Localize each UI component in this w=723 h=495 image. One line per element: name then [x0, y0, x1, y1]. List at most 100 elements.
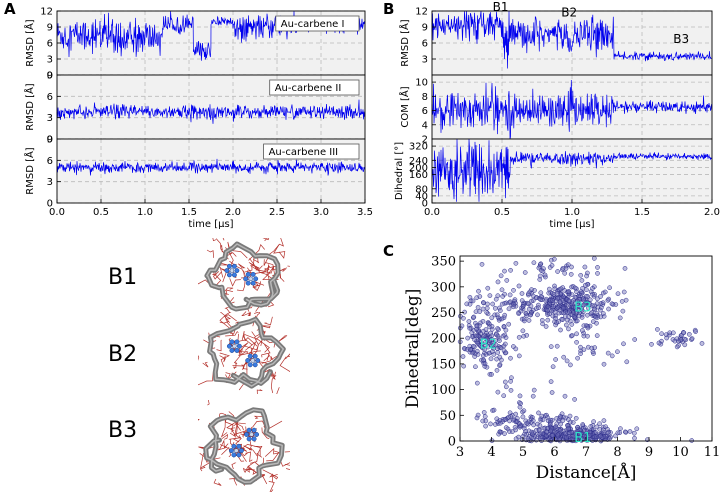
scatter-point — [513, 436, 519, 442]
scatter-point — [494, 367, 500, 373]
scatter-point — [600, 311, 606, 316]
scatter-point — [519, 291, 525, 296]
scatter-point — [579, 278, 585, 283]
panel-letter-b: B — [383, 0, 395, 18]
scatter-point — [674, 344, 680, 350]
scatter-point — [506, 414, 512, 420]
panel-c-chart: 3 4 5 6 7 8 9 10 11 0 50 100 150 200 250 300 350 Distance… — [403, 255, 720, 483]
scatter-point — [581, 425, 586, 431]
scatter-point — [566, 434, 572, 439]
scatter-point — [546, 286, 552, 292]
scatter-point — [487, 293, 493, 298]
scatter-point — [475, 412, 481, 418]
scatter-point — [567, 430, 573, 436]
sidechain-stick — [254, 445, 263, 458]
legend-box — [263, 143, 360, 160]
sidechain-stick — [264, 316, 273, 326]
scatter-point — [538, 290, 544, 296]
y-tick-label: 12 — [40, 7, 53, 18]
y-tick-label: 240 — [409, 156, 428, 167]
scatter-point — [530, 293, 536, 299]
scatter-point — [508, 355, 513, 361]
scatter-point — [537, 262, 543, 267]
sidechain-stick — [266, 264, 275, 277]
scatter-point — [489, 333, 495, 339]
sidechain-stick — [233, 355, 241, 365]
scatter-point — [589, 310, 595, 315]
structure-label-b2: B2 — [108, 342, 138, 367]
ligand-center-atom — [229, 268, 235, 273]
scatter-point — [474, 295, 480, 301]
scatter-point — [617, 315, 623, 321]
scatter-point — [471, 314, 477, 320]
sidechain-stick — [261, 427, 270, 439]
scatter-point — [545, 304, 551, 310]
sidechain-stick — [262, 469, 279, 480]
annotation-label: B2 — [561, 5, 577, 19]
scatter-point — [580, 422, 586, 427]
scatter-point — [602, 289, 608, 295]
scatter-point — [582, 302, 587, 307]
scatter-point — [554, 343, 560, 349]
scatter-point — [587, 297, 593, 303]
scatter-point — [572, 285, 578, 291]
sidechain-stick — [278, 334, 288, 342]
scatter-point — [538, 416, 544, 422]
scatter-point — [588, 289, 594, 295]
sidechain-stick — [198, 419, 200, 421]
scatter-point — [520, 328, 526, 334]
ligand-center-atom — [248, 276, 253, 282]
legend-label: Au-carbene II — [275, 83, 342, 94]
scatter-point — [485, 311, 491, 317]
ligand-atom — [231, 272, 237, 278]
ligand-atom — [234, 268, 240, 274]
x-tick-label: 4 — [487, 445, 495, 460]
ligand-atom — [255, 358, 261, 363]
scatter-point — [693, 329, 698, 334]
scatter-point — [507, 410, 513, 416]
scatter-point — [502, 341, 508, 347]
scatter-point — [597, 433, 603, 439]
scatter-point — [503, 350, 509, 356]
scatter-point — [483, 351, 489, 357]
scatter-point — [597, 307, 603, 313]
scatter-point — [622, 429, 628, 435]
series-line — [56, 158, 365, 176]
scatter-point — [478, 336, 484, 342]
scatter-point — [489, 315, 495, 321]
ligand-atom — [246, 427, 252, 433]
scatter-point — [516, 283, 522, 289]
x-tick-label: 9 — [645, 445, 653, 460]
sidechain-stick — [255, 265, 263, 271]
y-tick-label: 0 — [448, 435, 456, 450]
sidechain-stick — [280, 461, 290, 467]
scatter-point — [583, 282, 588, 288]
scatter-point — [482, 414, 488, 419]
y-axis-label: RMSD [Å] — [23, 147, 36, 195]
scatter-point — [474, 415, 480, 421]
scatter-point — [659, 331, 664, 337]
scatter-point — [609, 353, 615, 359]
sidechain-stick — [245, 340, 257, 356]
scatter-point — [564, 435, 569, 440]
sidechain-stick — [284, 451, 290, 453]
scatter-point — [562, 270, 568, 276]
scatter-point — [624, 359, 630, 365]
scatter-point — [535, 312, 540, 318]
scatter-point — [474, 348, 480, 354]
scatter-point — [521, 408, 527, 414]
scatter-point — [591, 419, 596, 424]
scatter-point — [537, 423, 543, 428]
scatter-point — [580, 328, 585, 333]
scatter-point — [476, 288, 481, 294]
scatter-point — [566, 326, 571, 332]
sidechain-stick — [230, 427, 242, 440]
scatter-point — [551, 291, 557, 297]
scatter-point — [595, 271, 600, 276]
scatter-point — [488, 356, 494, 362]
sidechain-stick — [247, 311, 252, 316]
legend-label: Au-carbene I — [281, 19, 345, 30]
scatter-point — [484, 336, 490, 342]
sidechain-stick — [237, 444, 261, 457]
